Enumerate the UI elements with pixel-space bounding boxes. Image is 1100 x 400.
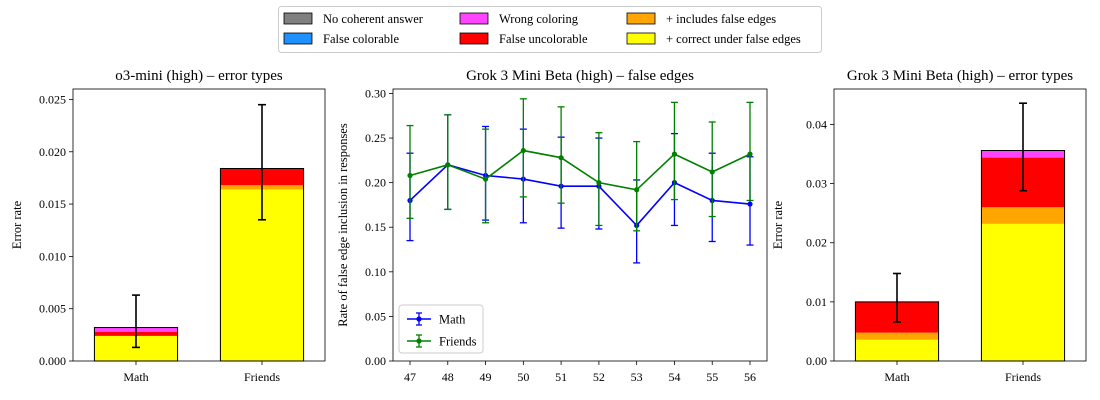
axes-frame	[72, 88, 326, 362]
x-tick-label: Math	[123, 370, 148, 384]
series-math	[406, 114, 754, 264]
y-axis-label: Rate of false edge inclusion in response…	[336, 123, 350, 327]
data-point	[482, 176, 489, 182]
x-tick-label: Math	[884, 370, 909, 384]
legend-label: Wrong coloring	[499, 12, 579, 26]
x-tick-label: Friends	[244, 370, 280, 384]
data-point	[445, 162, 451, 168]
data-point	[709, 169, 715, 175]
y-tick-label: 0.00	[365, 354, 386, 368]
x-tick-label: 48	[442, 370, 454, 384]
y-tick-label: 0.05	[365, 309, 386, 323]
x-tick-label: 51	[555, 370, 567, 384]
y-tick-label: 0.20	[365, 176, 386, 190]
legend-swatch	[459, 32, 489, 45]
series-line	[409, 149, 751, 191]
line-legend-label: Friends	[439, 335, 477, 349]
legend-label: + correct under false edges	[666, 32, 801, 46]
y-tick-label: 0.25	[365, 131, 386, 145]
y-tick-label: 0.15	[365, 220, 386, 234]
legend-swatch	[626, 32, 656, 45]
x-tick-label: 55	[706, 370, 718, 384]
legend-label: + includes false edges	[666, 12, 776, 26]
legend: No coherent answer False colorable Wrong c…	[278, 6, 822, 53]
data-point	[520, 147, 526, 154]
o3-mini-error-types-chart: o3-mini (high) – error types Error rate 0.…	[10, 68, 326, 384]
x-tick-label: 47	[404, 370, 416, 384]
y-tick-label: 0.010	[39, 249, 66, 263]
bar-segment	[981, 207, 1065, 224]
line-legend: Math Friends	[398, 304, 484, 354]
legend-swatch	[283, 12, 313, 25]
data-point	[747, 201, 753, 207]
data-point	[671, 151, 678, 157]
legend-swatch	[459, 12, 489, 25]
x-tick-label: 49	[480, 370, 492, 384]
legend-label: No coherent answer	[323, 12, 424, 26]
legend-frame	[278, 6, 822, 53]
y-tick-label: 0.04	[806, 117, 827, 131]
line-legend-label: Math	[439, 313, 466, 327]
x-tick-label: 52	[593, 370, 605, 384]
x-tick-label: 54	[668, 370, 680, 384]
line-legend-marker	[416, 316, 422, 322]
y-tick-label: 0.02	[806, 236, 827, 250]
y-tick-label: 0.015	[39, 197, 66, 211]
y-tick-label: 0.10	[365, 265, 386, 279]
legend-label: False colorable	[323, 32, 399, 46]
chart-title: Grok 3 Mini Beta (high) – false edges	[466, 68, 694, 84]
x-tick-label: 53	[631, 370, 643, 384]
chart-title: Grok 3 Mini Beta (high) – error types	[847, 68, 1073, 84]
data-point	[407, 172, 413, 179]
series-line	[409, 163, 751, 227]
data-point	[634, 187, 640, 193]
bar-segment	[981, 223, 1065, 361]
y-tick-label: 0.000	[39, 354, 66, 368]
y-tick-label: 0.01	[806, 295, 827, 309]
y-tick-label: 0.03	[806, 177, 827, 191]
axes-frame	[833, 88, 1087, 362]
legend-swatch	[626, 12, 656, 25]
y-tick-label: 0.00	[806, 354, 827, 368]
y-axis-label: Error rate	[771, 200, 785, 249]
bar-segment	[855, 332, 939, 340]
grok-false-edges-chart: Grok 3 Mini Beta (high) – false edges Rat…	[336, 68, 768, 384]
line-legend-marker	[416, 338, 422, 344]
data-point	[558, 155, 564, 161]
y-tick-label: 0.30	[365, 86, 386, 100]
y-tick-label: 0.020	[39, 145, 66, 159]
y-axis-label: Error rate	[10, 200, 24, 249]
y-tick-label: 0.025	[39, 92, 66, 106]
series-friends	[406, 98, 754, 232]
legend-swatch	[283, 32, 313, 45]
data-point	[596, 180, 602, 186]
chart-title: o3-mini (high) – error types	[115, 68, 283, 84]
axes-frame	[392, 88, 768, 362]
y-tick-label: 0.005	[39, 302, 66, 316]
bar-segment	[855, 339, 939, 361]
x-tick-label: 50	[517, 370, 529, 384]
x-tick-label: 56	[744, 370, 756, 384]
data-point	[747, 151, 753, 157]
grok-error-types-chart: Grok 3 Mini Beta (high) – error types Err…	[771, 68, 1087, 384]
legend-label: False uncolorable	[499, 32, 588, 46]
x-tick-label: Friends	[1005, 370, 1041, 384]
